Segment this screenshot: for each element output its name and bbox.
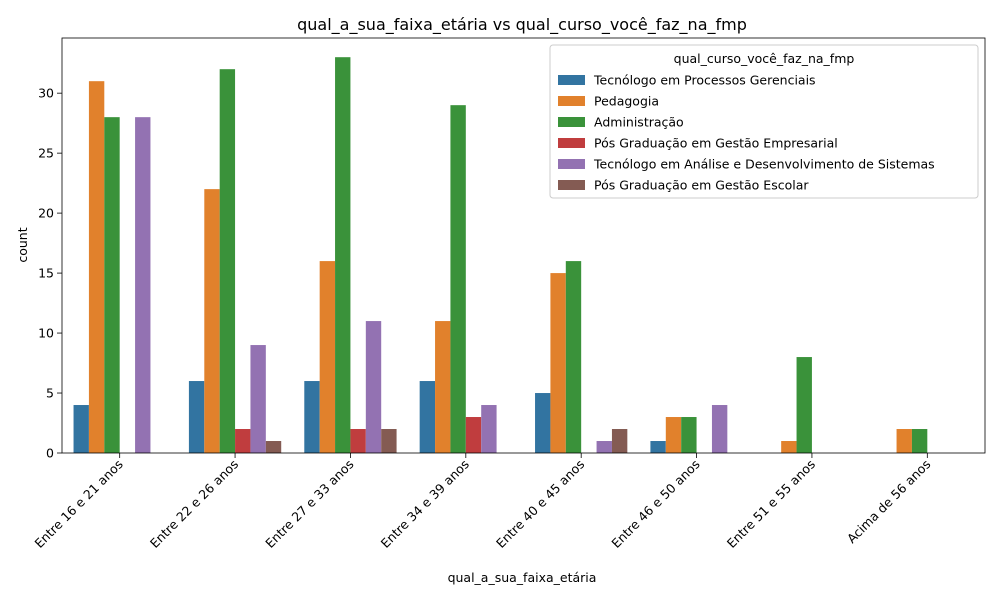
x-tick-label: Entre 34 e 39 anos	[378, 457, 472, 551]
bar-series-2-category-7	[911, 429, 928, 453]
chart-title: qual_a_sua_faixa_etária vs qual_curso_vo…	[297, 15, 747, 35]
legend-label-0: Tecnólogo em Processos Gerenciais	[593, 73, 816, 88]
bar-series-0-category-0	[73, 405, 89, 453]
bar-series-0-category-3	[419, 381, 436, 453]
bar-series-2-category-4	[565, 261, 582, 453]
x-tick-label: Acima de 56 anos	[844, 457, 934, 547]
bar-series-4-category-2	[365, 321, 382, 453]
y-tick-label: 20	[38, 206, 54, 221]
bar-series-4-category-1	[250, 345, 266, 453]
bar-series-5-category-1	[265, 441, 282, 453]
legend-label-5: Pós Graduação em Gestão Escolar	[594, 178, 809, 193]
x-tick-label: Entre 22 e 26 anos	[147, 457, 241, 551]
bar-series-5-category-4	[611, 429, 628, 453]
y-tick-label: 5	[46, 386, 54, 401]
plot-frame	[61, 37, 986, 454]
x-tick-label: Entre 46 e 50 anos	[608, 457, 702, 551]
y-tick-label: 30	[38, 86, 54, 101]
bar-series-5-category-2	[381, 429, 397, 453]
legend-swatch-3	[558, 138, 585, 148]
y-axis-label: count	[15, 227, 30, 262]
legend-swatch-5	[558, 180, 585, 190]
legend-swatch-0	[558, 75, 585, 85]
legend-label-3: Pós Graduação em Gestão Empresarial	[594, 136, 838, 151]
y-tick-label: 15	[38, 266, 54, 281]
bar-series-1-category-7	[896, 429, 912, 453]
bar-series-2-category-3	[450, 105, 466, 454]
legend-label-4: Tecnólogo em Análise e Desenvolvimento d…	[593, 157, 935, 172]
bar-series-4-category-5	[711, 405, 728, 453]
bar-series-1-category-2	[319, 261, 336, 453]
bars-layer	[73, 57, 928, 454]
bar-series-0-category-1	[188, 381, 205, 453]
y-tick-label: 25	[38, 146, 54, 161]
bar-series-0-category-2	[304, 381, 320, 453]
bar-series-2-category-2	[335, 57, 351, 453]
bar-series-4-category-3	[481, 405, 497, 453]
legend-swatch-1	[558, 96, 585, 106]
bar-series-0-category-5	[650, 441, 666, 453]
legend-title: qual_curso_você_faz_na_fmp	[674, 51, 855, 66]
x-tick-label: Entre 27 e 33 anos	[262, 457, 356, 551]
y-tick-label: 10	[38, 326, 54, 341]
legend-box	[549, 44, 979, 199]
bar-series-1-category-6	[781, 441, 797, 453]
bar-series-3-category-3	[465, 417, 482, 453]
legend-swatch-2	[558, 117, 585, 127]
legend-label-2: Administração	[594, 115, 684, 130]
x-axis-label: qual_a_sua_faixa_etária	[448, 570, 597, 585]
bar-series-1-category-1	[204, 189, 220, 453]
legend-swatch-4	[558, 159, 585, 169]
y-tick-label: 0	[46, 446, 54, 461]
bar-series-4-category-4	[596, 441, 612, 453]
legend-label-1: Pedagogia	[594, 94, 659, 109]
bar-series-2-category-6	[796, 357, 812, 453]
bar-series-1-category-5	[665, 417, 682, 453]
bar-series-1-category-4	[550, 273, 566, 453]
x-tick-label: Entre 40 e 45 anos	[493, 457, 587, 551]
bar-series-3-category-2	[350, 429, 366, 453]
bar-series-2-category-1	[219, 69, 236, 454]
bar-series-0-category-4	[535, 393, 551, 453]
legend: qual_curso_você_faz_na_fmp Tecnólogo em P…	[549, 44, 979, 199]
bar-series-2-category-5	[681, 417, 697, 453]
bar-series-3-category-1	[235, 429, 251, 453]
x-tick-label: Entre 51 e 55 anos	[724, 457, 818, 551]
bar-series-1-category-0	[88, 81, 105, 454]
bar-series-4-category-0	[135, 117, 151, 453]
x-tick-label: Entre 16 e 21 anos	[31, 457, 125, 551]
bar-series-2-category-0	[104, 117, 120, 453]
bar-series-1-category-3	[435, 321, 451, 453]
